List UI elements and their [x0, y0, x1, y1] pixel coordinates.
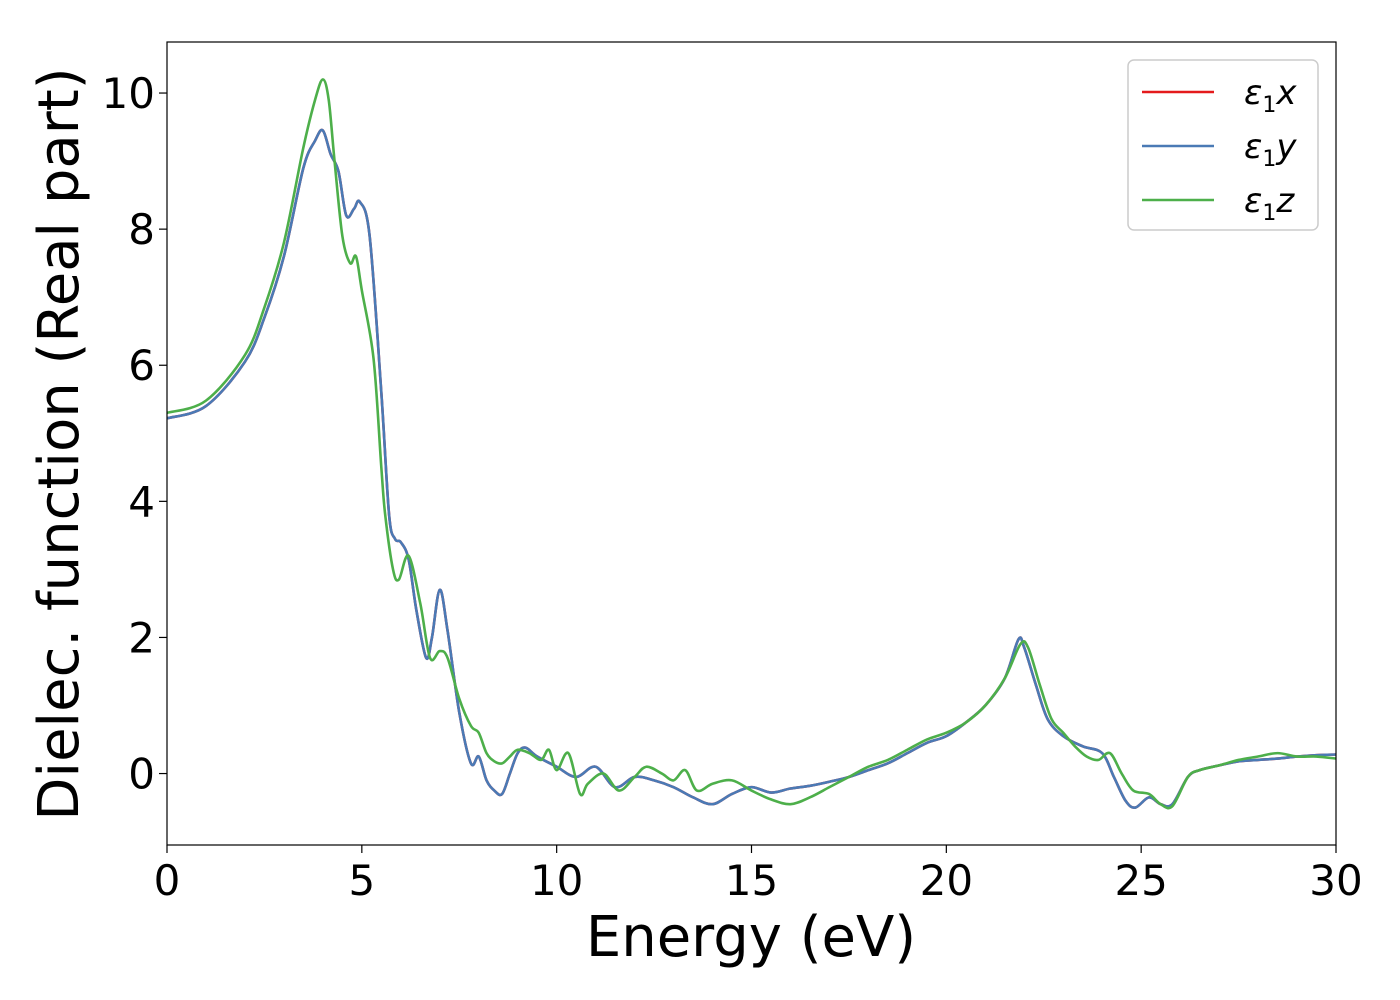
series-layer — [167, 78, 1336, 810]
legend-label-x: ε1x — [1244, 73, 1297, 118]
legend: ε1x ε1y ε1z — [1127, 59, 1319, 231]
legend-label-y: ε1y — [1244, 127, 1297, 172]
y-tick-label: 6 — [128, 341, 155, 390]
x-tick-label: 10 — [530, 856, 583, 905]
x-tick-label: 15 — [725, 856, 778, 905]
x-tick-label: 30 — [1309, 856, 1362, 905]
x-tick-label: 5 — [348, 856, 375, 905]
y-tick-label: 4 — [128, 477, 155, 526]
x-tick-label: 20 — [920, 856, 973, 905]
x-tick-label: 25 — [1114, 856, 1167, 905]
y-tick-label: 8 — [128, 205, 155, 254]
series-line-z — [167, 78, 1336, 810]
y-axis-ticks: 0 2 4 6 8 10 — [102, 69, 167, 799]
y-axis-label: Dielec. function (Real part) — [27, 67, 92, 820]
y-tick-label: 2 — [128, 613, 155, 662]
y-tick-label: 0 — [128, 750, 155, 799]
series-line-y — [167, 128, 1336, 809]
x-axis-ticks: 0 5 10 15 20 25 30 — [154, 845, 1363, 905]
legend-box — [1127, 59, 1319, 231]
y-tick-label: 10 — [102, 69, 155, 118]
x-axis-label: Energy (eV) — [586, 905, 916, 970]
legend-label-z: ε1z — [1244, 181, 1295, 226]
x-tick-label: 0 — [154, 856, 181, 905]
